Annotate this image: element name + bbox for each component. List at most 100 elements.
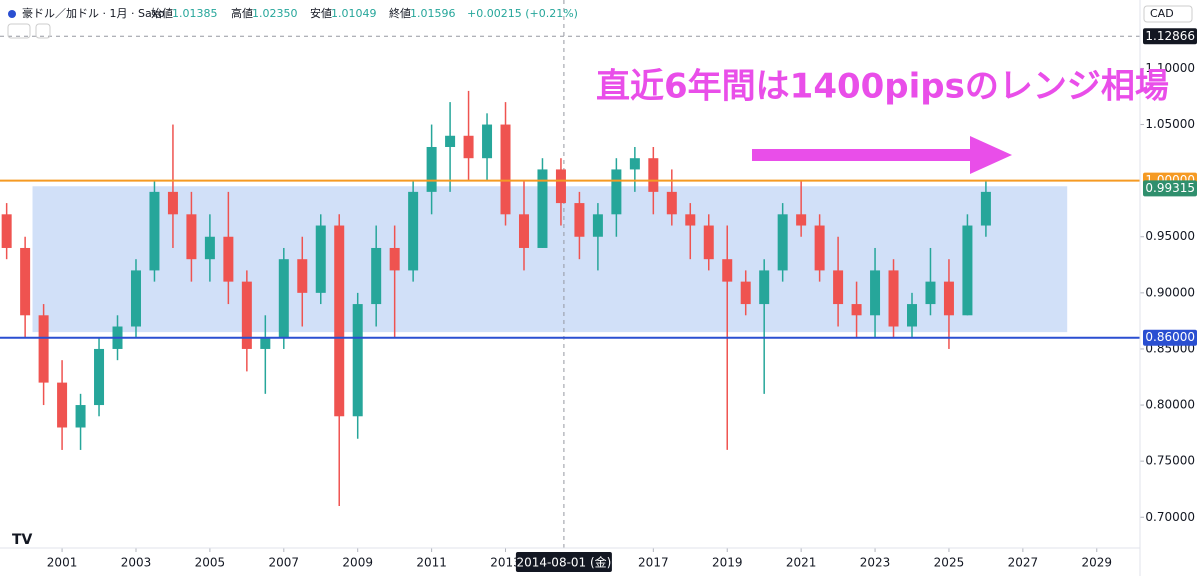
candle-body (980, 191, 991, 226)
candle-body (334, 225, 345, 417)
x-tick-label: 2029 (1081, 556, 1112, 570)
y-tick-label: 0.75000 (1145, 454, 1195, 468)
candle-body (833, 270, 844, 305)
currency-button[interactable] (1143, 5, 1193, 23)
crosshair-y-label: 1.12866 (1145, 29, 1195, 43)
candle-body (445, 135, 456, 147)
candle-body (500, 124, 511, 215)
candle-body (518, 214, 529, 248)
open-label: 始値 (151, 6, 173, 20)
candle-body (57, 382, 68, 428)
candle-body (223, 236, 234, 282)
candle-body (629, 158, 640, 170)
price-tag-label: 0.86000 (1145, 330, 1195, 344)
price-tag (1143, 329, 1197, 346)
candle-body (759, 270, 770, 305)
close-value: 1.01596 (410, 7, 456, 20)
annotation: 直近6年間は1400pipsのレンジ相場 (596, 67, 1169, 107)
high-value: 1.02350 (252, 7, 298, 20)
candle-body (943, 281, 954, 316)
candle-body (278, 259, 289, 338)
candle-body (907, 304, 917, 327)
candle-body (925, 281, 936, 305)
crosshair-y-tag (1143, 28, 1197, 45)
y-tick-label: 0.80000 (1145, 398, 1195, 412)
candle-body (260, 337, 271, 349)
candle-body (149, 191, 160, 271)
x-tick-label: 2009 (342, 556, 373, 570)
candle-body (186, 214, 197, 260)
high-label: 高値 (231, 6, 253, 20)
candle-body (722, 259, 733, 282)
candle-body (20, 247, 31, 316)
x-tick-label: 2019 (712, 556, 743, 570)
x-tick-label: 2021 (786, 556, 817, 570)
candle-body (851, 304, 862, 316)
price-tag-label: 0.99315 (1145, 181, 1195, 195)
low-value: 1.01049 (331, 7, 377, 20)
candle-body (297, 259, 308, 293)
x-tick-label: 2025 (934, 556, 965, 570)
candle-body (796, 214, 807, 226)
logo: TV (12, 532, 33, 548)
close-label: 終値 (389, 6, 411, 20)
candle-body (870, 270, 881, 316)
x-tick-label: 2001 (47, 556, 78, 570)
change-value: +0.00215 (+0.21%) (467, 7, 578, 20)
candle-body (371, 247, 382, 305)
candle-body (463, 135, 474, 159)
y-tick-label: 0.70000 (1145, 510, 1195, 524)
candle-body (130, 270, 141, 327)
candle-body (685, 214, 696, 226)
candle-body (167, 191, 178, 215)
x-tick-label: 2023 (860, 556, 891, 570)
candle-body (38, 315, 49, 383)
x-tick-label: 2011 (416, 556, 447, 570)
y-tick-label: 0.90000 (1145, 285, 1195, 299)
crosshair-x-label: 2014-08-01 (金) (516, 555, 611, 570)
candle-body (574, 203, 585, 237)
candle-body (389, 247, 400, 271)
arrow-head (970, 136, 1012, 174)
candle-body (814, 225, 825, 271)
candle-body (94, 348, 105, 406)
candle-body (1, 214, 12, 248)
candle-body (482, 124, 493, 159)
candle-body (426, 146, 437, 192)
candle-body (408, 191, 419, 271)
y-tick-label: 1.05000 (1145, 117, 1195, 131)
x-tick-label: 2017 (638, 556, 669, 570)
candle-body (962, 225, 973, 316)
candle-body (537, 169, 548, 248)
candle-body (703, 225, 714, 260)
candle-body (611, 169, 622, 215)
open-value: 1.01385 (172, 7, 218, 20)
symbol-icon (8, 10, 16, 18)
x-tick-label: 2013 (490, 556, 521, 570)
x-tick-label: 2027 (1008, 556, 1039, 570)
x-tick-label: 2007 (269, 556, 300, 570)
candle-body (740, 281, 751, 305)
y-tick-label: 0.95000 (1145, 229, 1195, 243)
alert-button[interactable] (35, 23, 51, 39)
candle-body (315, 225, 326, 293)
collapse-button[interactable] (7, 23, 31, 39)
candle-body (666, 191, 677, 215)
symbol: 豪ドル／加ドル · 1月 · Saxo (22, 6, 165, 20)
x-tick-label: 2003 (121, 556, 152, 570)
x-tick-label: 2005 (195, 556, 226, 570)
candles-layer (1, 90, 991, 507)
low-label: 安値 (310, 6, 332, 20)
crosshair-x-tag (515, 552, 612, 572)
candle-body (241, 281, 252, 349)
candle-body (592, 214, 603, 237)
currency: CAD (1150, 7, 1174, 20)
candle-body (204, 236, 215, 260)
candle-body (888, 270, 899, 327)
y-tick-label: 1.10000 (1145, 61, 1195, 75)
candle-body (75, 405, 86, 428)
price-tag (1143, 180, 1197, 197)
overlay-layer: 0.700000.750000.800000.850000.900000.950… (0, 28, 1197, 572)
candle-body (777, 214, 788, 271)
